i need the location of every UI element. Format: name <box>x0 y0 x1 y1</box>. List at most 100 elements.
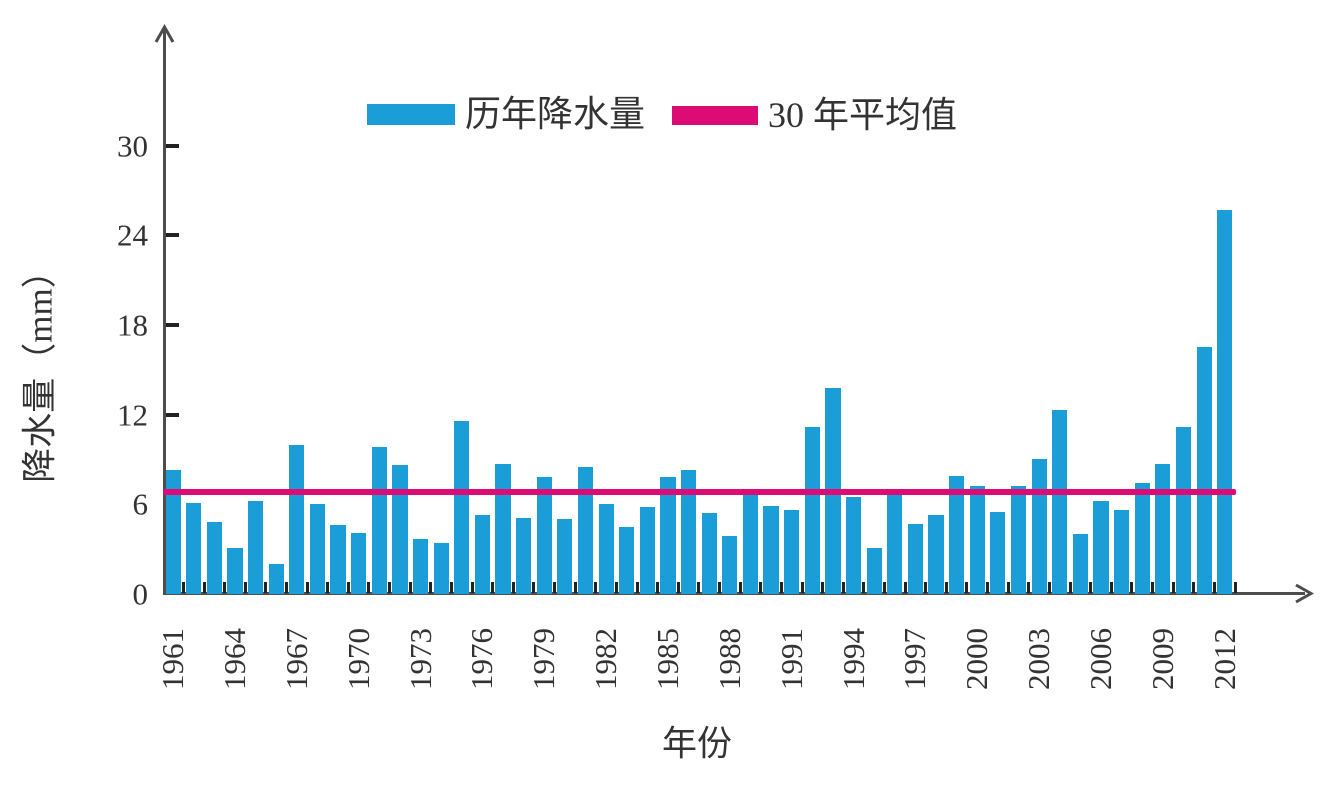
bar-2001 <box>990 511 1006 594</box>
x-tick-3 <box>223 582 227 593</box>
bar-1972 <box>392 465 408 594</box>
bar-2007 <box>1114 510 1130 594</box>
bar-1981 <box>577 466 594 594</box>
x-tick-22 <box>614 582 618 593</box>
y-tick-30 <box>166 143 179 148</box>
bar-2011 <box>1196 347 1212 594</box>
x-tick-label-1964: 1964 <box>216 628 252 690</box>
x-tick-25 <box>676 582 680 593</box>
x-tick-24 <box>656 582 660 593</box>
x-tick-label-1988: 1988 <box>711 628 747 690</box>
x-tick-31 <box>800 582 804 593</box>
x-tick-49 <box>1171 582 1175 593</box>
x-tick-38 <box>944 582 948 593</box>
x-tick-label-1979: 1979 <box>526 628 562 690</box>
y-tick-label-0: 0 <box>132 576 149 612</box>
bar-1992 <box>804 426 820 594</box>
x-tick-35 <box>882 582 886 593</box>
x-tick-label-1973: 1973 <box>402 628 438 690</box>
x-tick-label-1982: 1982 <box>588 628 624 690</box>
x-tick-label-2000: 2000 <box>959 628 995 690</box>
bar-1982 <box>598 504 614 594</box>
x-tick-29 <box>759 582 763 593</box>
x-tick-23 <box>635 582 639 593</box>
bar-1979 <box>536 477 552 594</box>
bar-2008 <box>1134 483 1150 594</box>
bar-1991 <box>784 510 800 594</box>
bar-2004 <box>1052 410 1068 594</box>
bar-2012 <box>1217 209 1233 594</box>
x-tick-26 <box>697 582 701 593</box>
bar-1961 <box>165 469 181 594</box>
x-tick-34 <box>862 582 866 593</box>
x-tick-1 <box>181 582 185 593</box>
bar-1974 <box>433 543 449 594</box>
x-tick-51 <box>1212 582 1216 593</box>
x-tick-14 <box>449 582 453 593</box>
x-tick-label-1976: 1976 <box>464 628 500 690</box>
bar-1980 <box>557 519 573 594</box>
y-tick-label-18: 18 <box>117 307 148 343</box>
bar-1975 <box>454 420 470 594</box>
x-tick-39 <box>965 582 969 593</box>
x-tick-47 <box>1130 582 1134 593</box>
bar-1998 <box>928 514 944 594</box>
y-tick-18 <box>166 322 179 327</box>
x-tick-label-1961: 1961 <box>155 628 191 690</box>
bar-1986 <box>681 469 697 594</box>
bar-1988 <box>722 535 738 594</box>
y-axis-line <box>163 30 166 595</box>
bar-1989 <box>742 493 759 594</box>
x-tick-label-2006: 2006 <box>1083 628 1118 690</box>
x-tick-52 <box>1233 582 1237 593</box>
y-tick-12 <box>166 412 179 417</box>
bar-1969 <box>330 525 346 594</box>
bar-1965 <box>247 501 264 594</box>
bar-1999 <box>949 475 965 594</box>
x-tick-44 <box>1068 582 1072 593</box>
bar-1971 <box>371 447 387 594</box>
bar-1996 <box>887 495 903 594</box>
x-tick-6 <box>285 582 288 593</box>
x-tick-17 <box>511 582 515 593</box>
x-tick-13 <box>429 582 433 593</box>
bar-1990 <box>763 505 779 594</box>
x-tick-43 <box>1047 582 1051 593</box>
bar-1977 <box>495 463 511 594</box>
y-tick-label-6: 6 <box>132 486 149 522</box>
y-tick-label-24: 24 <box>117 217 148 253</box>
x-tick-45 <box>1089 582 1093 593</box>
x-tick-30 <box>779 582 783 593</box>
x-tick-33 <box>841 582 845 593</box>
x-tick-label-1994: 1994 <box>835 628 871 690</box>
bar-1994 <box>845 496 862 594</box>
x-tick-12 <box>408 582 412 593</box>
x-tick-42 <box>1027 582 1031 593</box>
bar-series-swatch-icon <box>367 103 455 125</box>
y-tick-24 <box>166 233 179 238</box>
x-tick-label-1985: 1985 <box>649 628 685 690</box>
x-tick-label-2003: 2003 <box>1021 628 1057 690</box>
x-tick-2 <box>202 582 206 593</box>
x-tick-16 <box>491 582 495 593</box>
x-tick-label-2009: 2009 <box>1144 628 1180 690</box>
bar-1995 <box>866 547 882 594</box>
x-tick-41 <box>1006 582 1010 593</box>
x-tick-9 <box>346 582 350 593</box>
bar-2009 <box>1155 463 1171 594</box>
x-tick-7 <box>305 582 309 593</box>
bar-2006 <box>1093 501 1109 594</box>
bar-1984 <box>639 507 655 594</box>
x-tick-8 <box>326 582 330 593</box>
x-tick-20 <box>573 582 577 593</box>
x-tick-27 <box>718 582 722 593</box>
x-tick-label-2012: 2012 <box>1206 628 1242 690</box>
x-tick-19 <box>553 582 557 593</box>
bar-1978 <box>516 517 532 594</box>
bar-1970 <box>351 532 367 594</box>
x-tick-5 <box>264 582 268 593</box>
x-tick-18 <box>532 582 536 593</box>
bar-1964 <box>227 547 243 594</box>
bar-2000 <box>969 486 985 594</box>
